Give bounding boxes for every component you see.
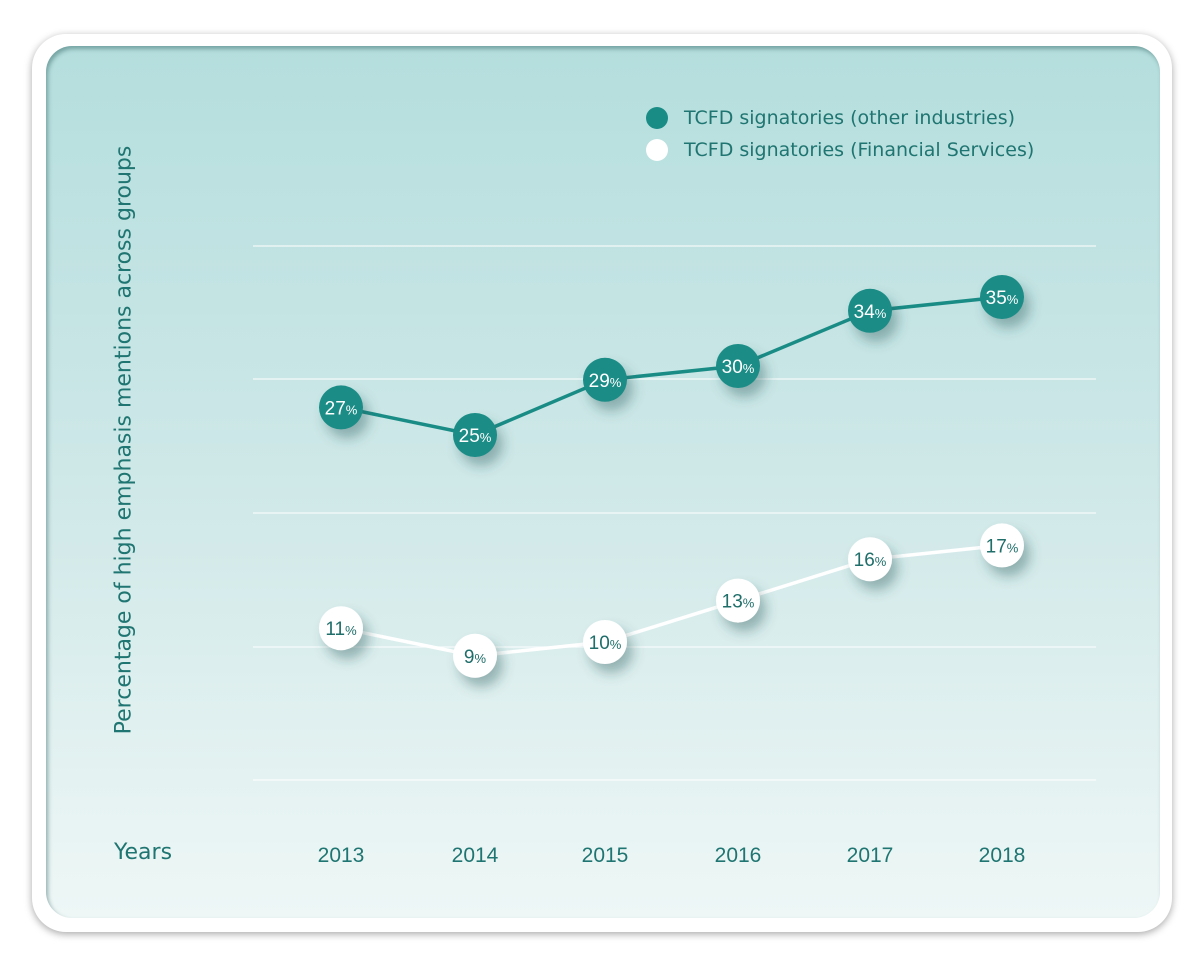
data-label: 11% (325, 619, 357, 640)
x-tick-label: 2017 (847, 844, 894, 867)
series-line (340, 543, 1003, 658)
data-label: 29% (589, 371, 622, 392)
data-point (319, 385, 363, 430)
series-line (340, 295, 1003, 437)
data-point (980, 523, 1024, 568)
data-label: 25% (459, 426, 492, 447)
x-tick-label: 2016 (715, 844, 762, 867)
teal-dot-icon (646, 107, 668, 129)
data-point (716, 578, 760, 623)
data-label: 35% (986, 288, 1019, 309)
data-point (848, 288, 892, 333)
x-tick-label: 2013 (318, 844, 365, 867)
data-point (319, 606, 363, 651)
data-point (453, 633, 497, 678)
legend-item-other-industries: TCFD signatories (other industries) (646, 102, 1034, 134)
chart-panel (46, 46, 1160, 918)
data-label: 34% (854, 302, 887, 323)
data-point (453, 413, 497, 457)
legend-label: TCFD signatories (other industries) (684, 107, 1016, 129)
data-label: 16% (854, 550, 887, 571)
data-label: 27% (325, 398, 358, 419)
data-point (980, 275, 1024, 319)
legend: TCFD signatories (other industries) TCFD… (646, 102, 1034, 166)
x-tick-label: 2015 (582, 844, 629, 867)
data-point (848, 537, 892, 582)
white-dot-icon (646, 139, 668, 161)
data-label: 10% (589, 633, 622, 654)
x-axis-label: Years (114, 840, 173, 865)
data-label: 9% (464, 647, 487, 668)
data-point (583, 620, 627, 664)
data-label: 13% (722, 592, 755, 613)
x-tick-label: 2014 (452, 844, 499, 867)
data-label: 17% (986, 536, 1019, 557)
x-tick-label: 2018 (979, 844, 1026, 867)
data-label: 30% (722, 357, 755, 378)
legend-label: TCFD signatories (Financial Services) (684, 139, 1035, 161)
data-point (583, 357, 627, 402)
legend-item-financial-services: TCFD signatories (Financial Services) (646, 134, 1034, 166)
data-point (716, 344, 760, 388)
